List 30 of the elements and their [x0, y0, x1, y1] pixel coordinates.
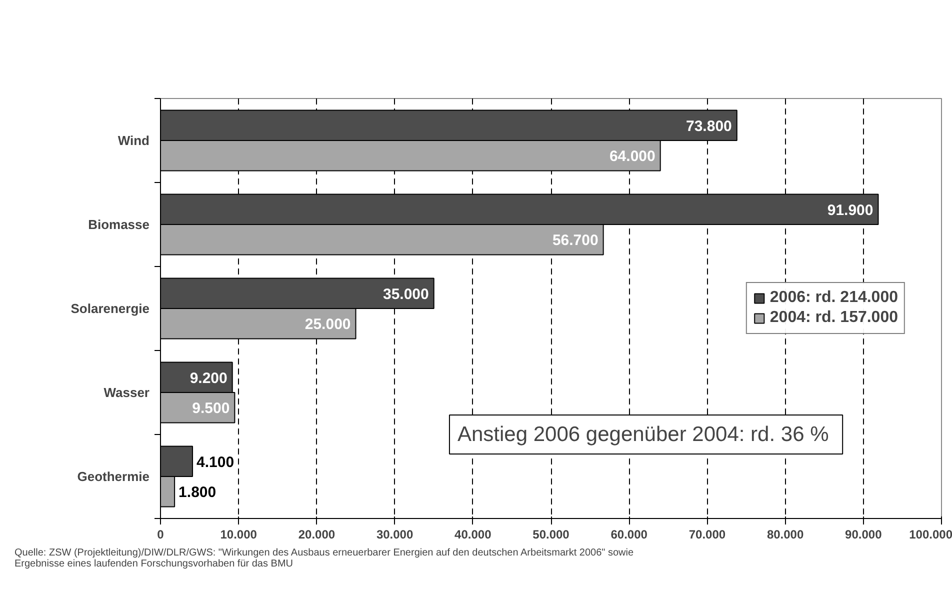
x-tick-label: 90.000 — [845, 528, 882, 542]
x-tick-label: 20.000 — [298, 528, 336, 542]
data-label: 91.900 — [827, 202, 874, 219]
x-tick-label: 0 — [157, 528, 164, 542]
x-tick-label: 30.000 — [376, 528, 414, 542]
annotation: Anstieg 2006 gegenüber 2004: rd. 36 % — [457, 423, 829, 446]
legend-label: 2004: rd. 157.000 — [770, 309, 898, 327]
x-tick-label: 50.000 — [532, 528, 570, 542]
source-note: Quelle: ZSW (Projektleitung)/DIW/DLR/GWS: "Wirkungen des Ausbaus erneuerbarer Energien auf den deutschen Arbeitsmarkt 2006" sowie Ergebnisse eines laufenden Forschungsvorhaben für das BMU — [14, 548, 634, 570]
y-tick-label: Solarenergie — [70, 301, 150, 316]
data-label: 1.800 — [178, 484, 216, 502]
legend-label: 2006: rd. 214.000 — [770, 289, 898, 307]
data-label: 35.000 — [382, 286, 429, 303]
data-label: 56.700 — [552, 232, 598, 250]
data-label: 9.500 — [192, 400, 230, 418]
y-tick-label: Geothermie — [77, 469, 150, 484]
x-tick-label: 10.000 — [220, 528, 258, 542]
y-tick-label: Biomasse — [88, 217, 150, 232]
x-tick-label: 70.000 — [688, 528, 726, 542]
data-label: 25.000 — [304, 316, 351, 334]
data-label: 73.800 — [686, 118, 732, 135]
x-tick-label: 60.000 — [610, 528, 648, 542]
x-tick-label: 100.000 — [909, 528, 952, 542]
x-tick-label: 40.000 — [454, 528, 492, 542]
x-tick-label: 80.000 — [766, 528, 804, 542]
data-label: 64.000 — [609, 148, 656, 166]
y-tick-label: Wind — [118, 133, 150, 148]
y-tick-label: Wasser — [104, 385, 150, 400]
data-label: 4.100 — [196, 454, 234, 471]
data-label: 9.200 — [190, 370, 228, 387]
